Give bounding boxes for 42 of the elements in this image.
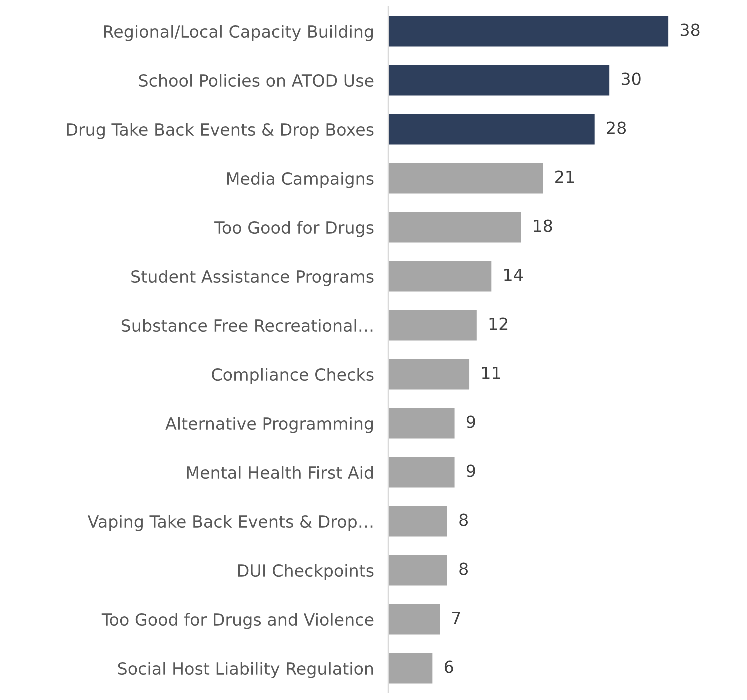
data-label: 9: [466, 464, 476, 478]
data-label: 11: [482, 366, 500, 380]
y-tick-label: Regional/Local Capacity Building: [104, 25, 374, 42]
bar: [388, 65, 610, 96]
y-tick-label: Social Host Liability Regulation: [118, 662, 374, 678]
bar: [388, 408, 455, 439]
data-label: 12: [490, 318, 508, 330]
data-label: 18: [534, 220, 552, 232]
y-tick-label: Student Assistance Programs: [132, 270, 374, 286]
bar: [388, 604, 440, 635]
data-label: 6: [444, 660, 454, 674]
data-label: 28: [607, 122, 626, 134]
y-tick-label: Drug Take Back Events & Drop Boxes: [67, 123, 374, 140]
y-tick-label: Substance Free Recreational…: [122, 319, 373, 332]
data-label: 7: [452, 612, 460, 624]
data-label: 14: [504, 268, 524, 282]
bar: [388, 310, 477, 341]
data-label: 30: [622, 72, 641, 86]
data-label: 21: [556, 170, 574, 184]
y-tick-label: Mental Health First Aid: [187, 466, 374, 480]
data-label: 8: [460, 514, 468, 526]
data-label: 38: [680, 24, 700, 36]
y-tick-label: Alternative Programming: [166, 417, 374, 434]
bar: [388, 114, 595, 145]
bar: [388, 163, 544, 194]
data-label: 9: [466, 416, 476, 428]
bar: [388, 555, 448, 586]
bar: [388, 16, 669, 47]
bar: [388, 457, 455, 488]
bar: [388, 359, 470, 390]
bar: [388, 261, 492, 292]
y-tick-label: School Policies on ATOD Use: [139, 74, 374, 88]
y-tick-label: Vaping Take Back Events & Drop…: [88, 515, 373, 532]
data-label: 8: [460, 562, 468, 576]
bar: [388, 212, 522, 243]
y-tick-label: Media Campaigns: [227, 172, 374, 188]
y-tick-label: Too Good for Drugs and Violence: [102, 613, 374, 630]
bar: [388, 653, 433, 684]
y-tick-label: DUI Checkpoints: [238, 564, 374, 580]
y-tick-label: Too Good for Drugs: [214, 221, 374, 238]
bar: [388, 506, 448, 537]
y-tick-label: Compliance Checks: [212, 368, 374, 384]
